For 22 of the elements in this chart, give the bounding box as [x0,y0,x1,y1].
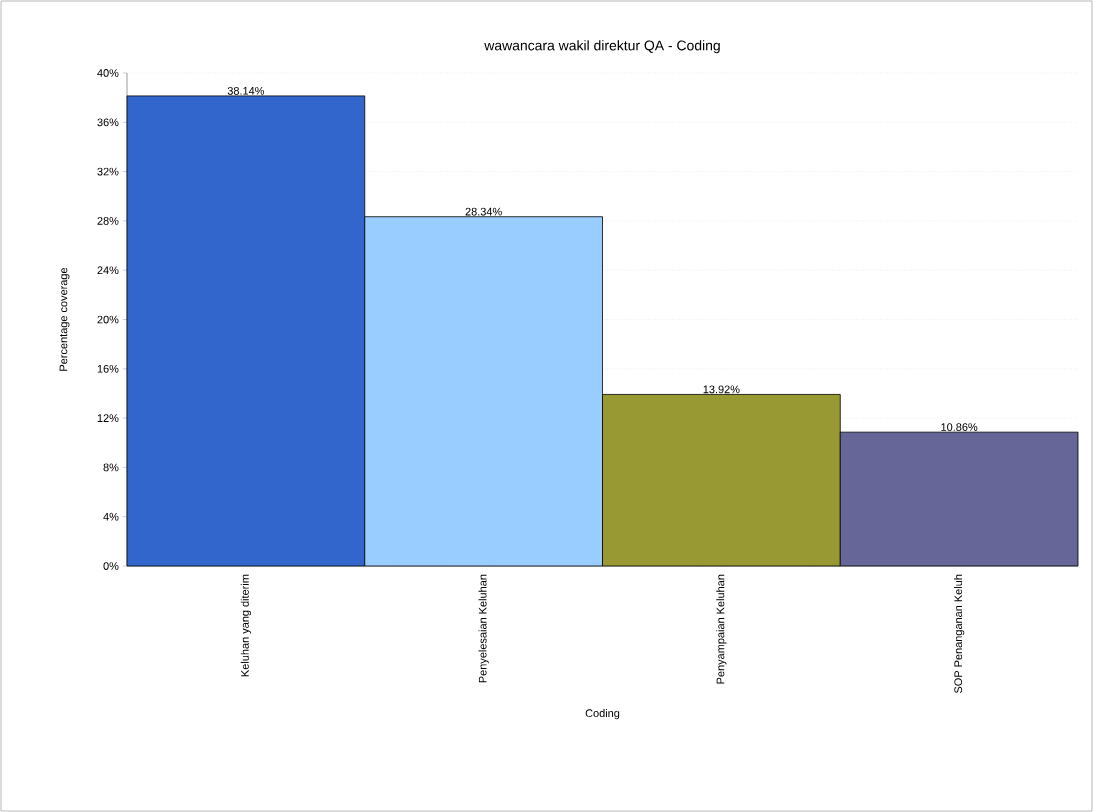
y-tick-label: 40% [97,69,119,77]
y-tick-label: 32% [97,167,119,176]
x-tick-label: Penyelesaian Keluhan [478,574,489,683]
y-tick-label: 24% [97,266,119,275]
y-tick-label: 20% [97,315,119,324]
y-tick-label: 36% [97,118,119,127]
x-axis-title: Coding [585,709,620,720]
data-label: 13.92% [703,385,740,394]
chart-title: wawancara wakil direktur QA - Coding [484,40,720,54]
y-tick-label: 4% [103,512,119,521]
data-label: 38.14% [227,86,265,95]
y-axis-title: Percentage coverage [59,267,70,371]
y-tick-label: 12% [97,414,119,422]
data-label: 28.34% [465,207,502,216]
x-tick-label: Penyampaian Keluhan [716,574,727,684]
x-tick-label: Keluhan yang diterim [240,574,251,677]
data-label: 10.86% [941,423,978,431]
y-tick-label: 8% [103,463,119,472]
y-tick-label: 16% [97,364,119,373]
x-tick-label: SOP Penanganan Keluh [954,574,965,694]
y-tick-label: 28% [97,217,119,225]
y-tick-label: 0% [103,562,119,570]
